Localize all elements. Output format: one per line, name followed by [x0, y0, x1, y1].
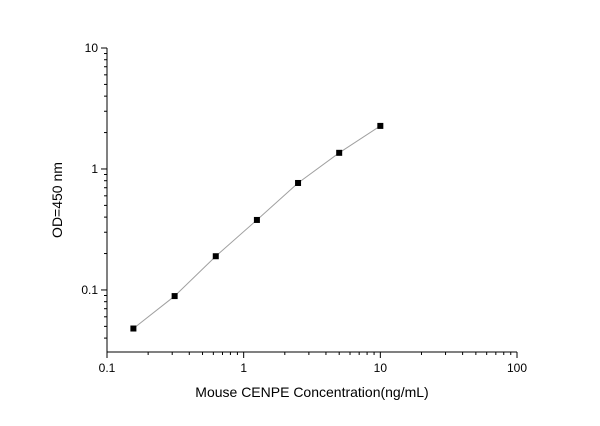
data-points: [130, 122, 384, 332]
data-point: [295, 179, 302, 186]
data-point: [212, 253, 219, 260]
x-axis-label: Mouse CENPE Concentration(ng/mL): [195, 384, 428, 400]
data-point: [171, 293, 178, 300]
x-tick-label: 100: [507, 361, 527, 375]
y-tick-label: 1: [91, 162, 98, 176]
data-point: [377, 122, 384, 129]
axis-ticks: [101, 47, 518, 358]
y-tick-labels: 0.1 1 10: [81, 41, 98, 297]
data-point: [130, 325, 137, 332]
y-tick-label: 10: [85, 41, 99, 55]
x-tick-label: 0.1: [99, 361, 116, 375]
data-point: [253, 216, 260, 223]
x-tick-label: 1: [240, 361, 247, 375]
x-tick-label: 10: [374, 361, 388, 375]
y-axis-label: OD=450 nm: [49, 162, 65, 238]
y-tick-label: 0.1: [81, 283, 98, 297]
series-line: [133, 125, 381, 329]
x-tick-labels: 0.1 1 10 100: [99, 361, 528, 375]
data-point: [336, 149, 343, 156]
